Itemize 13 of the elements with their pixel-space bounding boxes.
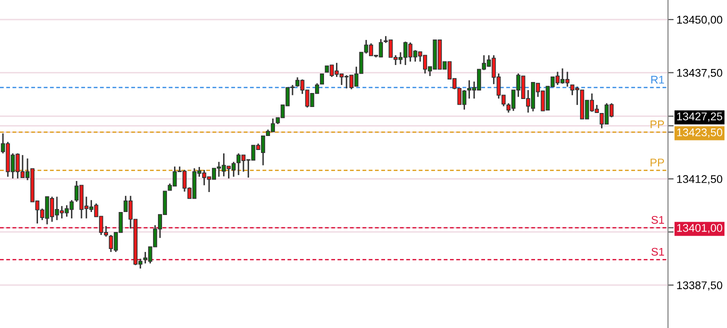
candlestick — [320, 74, 324, 85]
ref-line-label: R1 — [651, 76, 664, 84]
y-tick-label: 13387,50 — [677, 281, 722, 291]
y-tick-label: 13401,00 — [677, 224, 722, 234]
y-tick-label: 13437,50 — [677, 68, 722, 78]
y-tick-label: 13412,50 — [677, 175, 722, 184]
y-tick-label: 13427,25 — [677, 112, 722, 122]
ref-line-label: PP — [650, 120, 664, 128]
ref-line-label: S1 — [651, 216, 664, 224]
y-tick-label: 13450,00 — [677, 16, 722, 25]
ref-line-label: S1 — [651, 248, 664, 256]
y-tick-label: 13423,50 — [677, 128, 722, 138]
ref-line-label: PP — [650, 158, 664, 166]
